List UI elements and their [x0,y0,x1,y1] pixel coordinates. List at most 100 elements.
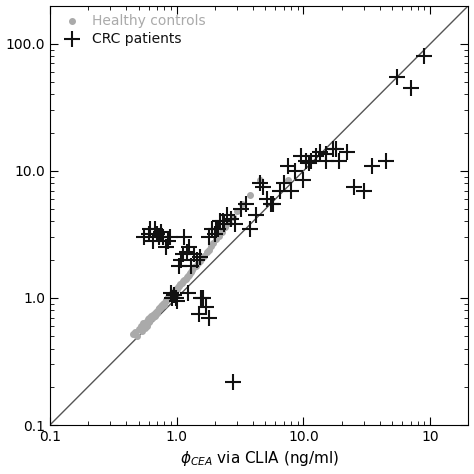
CRC patients [170,292,178,299]
Healthy controls [284,176,292,183]
CRC patients [300,176,307,183]
Healthy controls [141,324,148,332]
Legend: Healthy controls, CRC patients: Healthy controls, CRC patients [54,10,210,50]
Healthy controls [142,318,149,326]
CRC patients [216,218,224,225]
CRC patients [360,187,368,194]
Healthy controls [205,246,213,254]
CRC patients [205,234,213,241]
CRC patients [369,162,376,169]
CRC patients [145,230,152,237]
CRC patients [205,314,213,321]
CRC patients [276,187,283,194]
CRC patients [302,157,310,164]
Healthy controls [146,314,153,321]
Healthy controls [157,302,164,310]
Healthy controls [150,310,158,318]
Healthy controls [144,315,151,323]
CRC patients [149,237,157,245]
Healthy controls [161,301,168,309]
CRC patients [196,253,203,261]
Healthy controls [152,310,159,318]
CRC patients [237,205,245,213]
CRC patients [208,225,216,233]
Healthy controls [147,312,155,320]
CRC patients [211,230,219,237]
Healthy controls [183,273,191,281]
Healthy controls [158,301,165,309]
CRC patients [146,225,154,233]
CRC patients [329,145,337,152]
Healthy controls [155,304,163,311]
Healthy controls [256,176,264,183]
CRC patients [229,378,237,385]
Healthy controls [187,268,195,276]
Healthy controls [184,273,191,280]
Healthy controls [179,278,187,285]
Healthy controls [219,228,226,236]
CRC patients [284,162,292,169]
Healthy controls [210,239,217,247]
CRC patients [264,195,271,203]
CRC patients [343,148,351,156]
CRC patients [291,167,298,175]
Healthy controls [138,327,146,335]
Healthy controls [229,214,237,221]
Healthy controls [168,290,176,298]
Healthy controls [175,282,183,290]
CRC patients [175,262,183,269]
Healthy controls [182,275,190,283]
CRC patients [259,183,267,191]
CRC patients [153,230,161,237]
Healthy controls [225,219,233,227]
CRC patients [214,225,221,233]
Healthy controls [185,271,193,279]
CRC patients [393,73,401,81]
Healthy controls [146,315,154,323]
CRC patients [383,157,390,164]
CRC patients [305,159,312,167]
CRC patients [322,157,329,164]
CRC patients [193,256,201,264]
CRC patients [157,228,164,236]
Healthy controls [178,280,186,287]
CRC patients [270,200,277,208]
Healthy controls [186,269,194,276]
Healthy controls [177,281,184,288]
Healthy controls [129,330,137,338]
CRC patients [177,256,185,264]
Healthy controls [172,285,179,293]
CRC patients [256,179,264,187]
CRC patients [164,237,172,245]
CRC patients [308,157,315,164]
CRC patients [322,151,329,158]
Healthy controls [131,328,139,336]
Healthy controls [194,259,202,267]
CRC patients [191,251,198,258]
Healthy controls [201,252,208,259]
CRC patients [173,297,181,305]
CRC patients [181,234,188,241]
Healthy controls [160,299,167,306]
Healthy controls [215,232,223,239]
CRC patients [152,225,159,233]
Healthy controls [203,249,210,256]
Healthy controls [159,300,167,308]
Healthy controls [153,308,160,316]
Healthy controls [149,311,157,319]
CRC patients [167,289,175,296]
Healthy controls [170,289,177,296]
Healthy controls [181,276,188,284]
CRC patients [332,145,340,152]
Healthy controls [145,318,152,326]
Healthy controls [170,288,178,295]
CRC patients [179,251,187,258]
CRC patients [421,52,428,60]
Healthy controls [134,332,141,340]
CRC patients [312,153,319,160]
CRC patients [140,234,147,241]
Healthy controls [164,294,172,302]
Healthy controls [140,320,147,328]
Healthy controls [162,297,170,305]
CRC patients [197,294,205,302]
